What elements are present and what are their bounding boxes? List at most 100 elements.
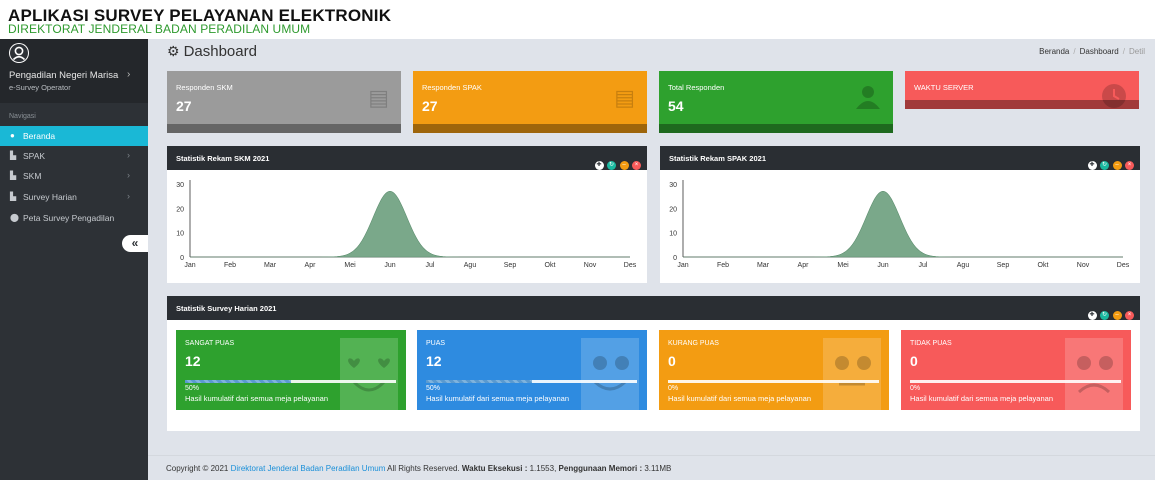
close-icon[interactable]: × [1125, 161, 1134, 170]
close-icon[interactable]: × [1125, 311, 1134, 320]
footer-link[interactable]: Direktorat Jenderal Badan Peradilan Umum [230, 464, 386, 473]
sidebar-item-survey-harian[interactable]: ▙ Survey Harian › [0, 187, 148, 207]
stat-value: 54 [668, 98, 684, 114]
page-title-text: Dashboard [183, 43, 257, 60]
minimize-icon[interactable]: – [1112, 311, 1122, 320]
chevron-right-icon: › [127, 191, 130, 201]
panel-tools: ✚ ↻ – × [591, 153, 641, 171]
file-icon: ▙ [10, 171, 17, 180]
panel-title: Statistik Survey Harian 2021 [176, 304, 277, 313]
x-tick-label: Jan [184, 262, 195, 269]
map-marker-icon: ⬤ [10, 213, 19, 222]
area-series [190, 190, 630, 258]
box-percent: 50% [185, 385, 200, 392]
x-tick-label: Feb [224, 262, 236, 269]
sidebar-item-label: Peta Survey Pengadilan [23, 213, 115, 223]
expand-icon[interactable]: ✚ [1087, 161, 1097, 170]
panel-title: Statistik Rekam SPAK 2021 [669, 154, 766, 163]
sidebar-item-spak[interactable]: ▙ SPAK › [0, 146, 148, 166]
file-icon: ▙ [10, 151, 17, 160]
progress-bar [185, 380, 396, 383]
expand-icon[interactable]: ✚ [594, 161, 604, 170]
stat-value: 27 [176, 98, 192, 114]
sad-face-icon [1065, 338, 1123, 410]
x-tick-label: Mei [837, 262, 849, 269]
stat-footer[interactable] [659, 124, 893, 133]
sidebar-item-peta-survey[interactable]: ⬤ Peta Survey Pengadilan [0, 208, 148, 228]
memory-label: Penggunaan Memori : [558, 464, 643, 473]
chart-spak: 0 10 20 30 Jan Feb Mar Apr Mei Jun Jul Agu Sep Okt Nov… [669, 180, 1130, 269]
stat-card-total-responden: Total Responden 54 [659, 71, 893, 133]
y-tick-label: 0 [673, 255, 677, 262]
minimize-icon[interactable]: – [1112, 161, 1122, 170]
exec-label: Waktu Eksekusi : [461, 464, 528, 473]
chart-panel-skm: Statistik Rekam SKM 2021 ✚ ↻ – × 0 10 20 30 Jan… [167, 146, 647, 283]
nav-header: Navigasi [9, 113, 36, 120]
expand-icon[interactable]: ✚ [1087, 311, 1097, 320]
stat-footer[interactable] [413, 124, 647, 133]
stat-card-responden-spak: Responden SPAK 27 ▤ [413, 71, 647, 133]
y-tick-label: 30 [669, 182, 677, 189]
box-description: Hasil kumulatif dari semua meja pelayana… [185, 394, 328, 403]
gear-icon: ⚙ [167, 43, 180, 59]
top-header: APLIKASI SURVEY PELAYANAN ELEKTRONIK DIR… [0, 0, 1155, 39]
panel-title: Statistik Rekam SKM 2021 [176, 154, 270, 163]
stat-footer[interactable] [167, 124, 401, 133]
chevron-right-icon: › [127, 150, 130, 160]
x-tick-label: Jul [919, 262, 928, 269]
smile-face-icon [581, 338, 639, 410]
sidebar-item-skm[interactable]: ▙ SKM › [0, 166, 148, 186]
breadcrumb-item-beranda[interactable]: Beranda [1039, 47, 1070, 56]
exec-value: 1.1553, [529, 464, 557, 473]
box-description: Hasil kumulatif dari semua meja pelayana… [910, 394, 1053, 403]
reload-icon[interactable]: ↻ [1100, 161, 1109, 170]
user-icon [855, 85, 881, 115]
breadcrumb-item-dashboard[interactable]: Dashboard [1079, 47, 1119, 56]
file-icon: ▙ [10, 192, 17, 201]
x-tick-label: Sep [997, 262, 1010, 269]
minimize-icon[interactable]: – [619, 161, 629, 170]
sidebar-item-label: Survey Harian [23, 192, 77, 202]
box-label: SANGAT PUAS [185, 340, 235, 347]
user-role: e-Survey Operator [9, 83, 71, 92]
clock-icon [1101, 83, 1127, 115]
page-title: ⚙ Dashboard [167, 43, 257, 60]
stat-value: 27 [422, 98, 438, 114]
close-icon[interactable]: × [632, 161, 641, 170]
user-panel[interactable]: Pengadilan Negeri Marisa e-Survey Operat… [0, 39, 148, 103]
happy-face-icon [340, 338, 398, 410]
sidebar-item-beranda[interactable]: ● Beranda [0, 126, 148, 146]
neutral-face-icon [823, 338, 881, 410]
reload-icon[interactable]: ↻ [607, 161, 616, 170]
y-tick-label: 30 [176, 182, 184, 189]
box-value: 0 [668, 353, 676, 369]
app-subtitle: DIREKTORAT JENDERAL BADAN PERADILAN UMUM [8, 22, 311, 36]
chart-skm: 0 10 20 30 Jan Feb Mar Apr Mei Jun Jul Agu Sep Okt Nov… [176, 180, 637, 269]
reload-icon[interactable]: ↻ [1100, 311, 1109, 320]
x-tick-label: Okt [1038, 262, 1049, 269]
x-tick-label: Des [1117, 262, 1130, 269]
y-tick-label: 10 [176, 231, 184, 238]
book-icon: ▤ [368, 85, 389, 110]
stat-label: WAKTU SERVER [914, 83, 974, 92]
progress-bar [910, 380, 1121, 383]
stat-footer[interactable] [905, 100, 1139, 109]
y-tick-label: 20 [176, 206, 184, 213]
sidebar-item-label: SPAK [23, 151, 46, 161]
copyright: Copyright © 2021 [166, 464, 229, 473]
box-label: TIDAK PUAS [910, 340, 952, 347]
user-name: Pengadilan Negeri Marisa [9, 70, 119, 81]
app-title: APLIKASI SURVEY PELAYANAN ELEKTRONIK [8, 6, 392, 25]
panel-header: Statistik Survey Harian 2021 ✚ ↻ – × [167, 296, 1140, 320]
area-series [683, 190, 1123, 258]
chart-panel-spak: Statistik Rekam SPAK 2021 ✚ ↻ – × 0 10 20 30 Ja… [660, 146, 1140, 283]
panel-header: Statistik Rekam SPAK 2021 ✚ ↻ – × [660, 146, 1140, 170]
x-tick-label: Agu [464, 262, 477, 269]
box-label: KURANG PUAS [668, 340, 719, 347]
sidebar-collapse-button[interactable]: « [122, 235, 148, 252]
footer: Copyright © 2021 Direktorat Jenderal Bad… [148, 455, 1155, 480]
progress-bar [668, 380, 879, 383]
stat-card-waktu-server: WAKTU SERVER [905, 71, 1139, 109]
progress-fill [426, 380, 532, 383]
panel-header: Statistik Rekam SKM 2021 ✚ ↻ – × [167, 146, 647, 170]
